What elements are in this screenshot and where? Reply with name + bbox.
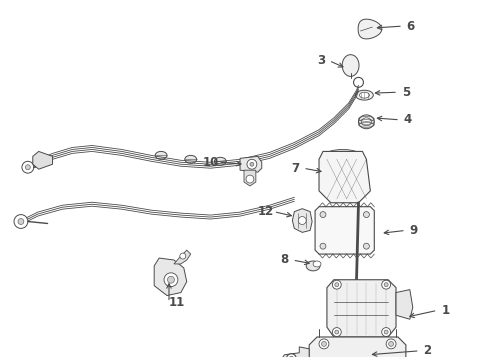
Circle shape (163, 273, 178, 287)
Ellipse shape (214, 157, 226, 165)
Circle shape (332, 280, 341, 289)
Polygon shape (244, 170, 255, 186)
Circle shape (388, 341, 393, 346)
Text: 3: 3 (316, 54, 325, 67)
Circle shape (363, 212, 368, 217)
Circle shape (246, 159, 256, 169)
Ellipse shape (359, 92, 368, 98)
Circle shape (334, 283, 338, 287)
Circle shape (384, 283, 387, 287)
Ellipse shape (305, 261, 319, 271)
Text: 2: 2 (423, 344, 431, 357)
Circle shape (298, 217, 305, 225)
Circle shape (384, 330, 387, 334)
Polygon shape (292, 209, 311, 232)
Text: 4: 4 (403, 113, 411, 126)
Ellipse shape (312, 261, 320, 267)
Text: 8: 8 (280, 253, 288, 266)
Polygon shape (240, 156, 261, 172)
Circle shape (22, 161, 34, 173)
Polygon shape (357, 19, 381, 39)
Circle shape (386, 339, 395, 349)
Ellipse shape (358, 115, 373, 129)
Text: 1: 1 (440, 304, 448, 317)
Circle shape (25, 165, 30, 170)
Circle shape (381, 280, 390, 289)
Text: 7: 7 (291, 162, 299, 175)
Polygon shape (154, 258, 186, 296)
Circle shape (14, 215, 28, 228)
Polygon shape (342, 55, 358, 76)
Text: 10: 10 (202, 156, 218, 169)
Text: 11: 11 (168, 296, 184, 309)
Ellipse shape (355, 90, 372, 100)
Circle shape (321, 341, 326, 346)
Circle shape (353, 77, 363, 87)
Circle shape (334, 330, 338, 334)
Circle shape (318, 339, 328, 349)
Circle shape (319, 243, 325, 249)
Text: 12: 12 (257, 205, 273, 218)
Polygon shape (318, 152, 369, 203)
Text: 9: 9 (409, 224, 417, 237)
Polygon shape (279, 347, 308, 360)
Circle shape (363, 243, 368, 249)
Circle shape (18, 219, 24, 225)
Polygon shape (308, 337, 405, 360)
Polygon shape (395, 289, 412, 319)
Circle shape (332, 328, 341, 337)
Polygon shape (314, 207, 373, 254)
Circle shape (167, 276, 174, 283)
Circle shape (249, 162, 253, 166)
Polygon shape (33, 152, 52, 169)
Ellipse shape (155, 152, 167, 159)
Ellipse shape (361, 118, 370, 126)
Polygon shape (174, 250, 190, 264)
Ellipse shape (184, 156, 196, 163)
Ellipse shape (325, 149, 360, 161)
Circle shape (381, 328, 390, 337)
Polygon shape (326, 280, 395, 337)
Circle shape (245, 175, 253, 183)
Text: 6: 6 (406, 19, 414, 32)
Circle shape (288, 356, 293, 360)
Circle shape (180, 253, 185, 259)
Circle shape (286, 354, 296, 360)
Circle shape (319, 212, 325, 217)
Text: 5: 5 (401, 86, 409, 99)
